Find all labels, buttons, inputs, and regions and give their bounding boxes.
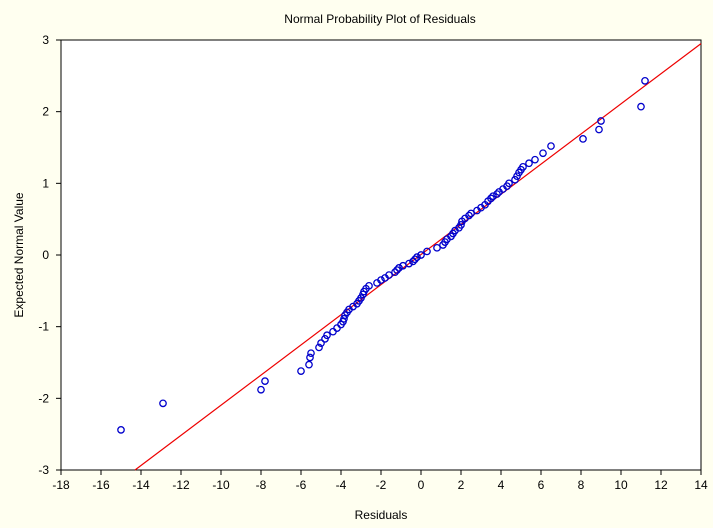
x-tick-label: 2 (458, 478, 465, 492)
x-axis-title: Residuals (355, 508, 408, 522)
data-points (117, 77, 649, 434)
data-point (457, 221, 465, 229)
x-tick-label: -8 (256, 478, 267, 492)
data-point (365, 281, 373, 290)
x-tick-label: 6 (538, 478, 545, 492)
data-point (306, 353, 314, 362)
data-point (417, 251, 425, 259)
data-point (411, 255, 419, 264)
x-tick-label: -12 (172, 478, 190, 492)
x-tick-label: 4 (498, 478, 505, 492)
data-point (385, 271, 393, 279)
data-point (579, 135, 587, 143)
data-point (315, 343, 323, 352)
y-axis-title: Expected Normal Value (12, 192, 26, 318)
data-point (393, 266, 401, 274)
data-point (159, 399, 167, 408)
chart-title: Normal Probability Plot of Residuals (284, 12, 475, 26)
data-point (433, 243, 441, 252)
data-point (489, 192, 497, 201)
x-tick-label: 0 (418, 478, 425, 492)
y-tick-label: -2 (38, 391, 49, 405)
data-point (597, 117, 605, 125)
data-point (405, 259, 413, 268)
data-point (637, 102, 645, 111)
y-tick-label: 2 (42, 105, 49, 119)
data-point (409, 257, 417, 266)
x-tick-label: 8 (578, 478, 585, 492)
data-point (395, 264, 403, 272)
data-point (261, 377, 269, 385)
data-point (340, 314, 348, 323)
data-point (317, 339, 325, 347)
y-tick-label: 3 (42, 33, 49, 47)
data-point (323, 331, 331, 340)
y-axis: 3 2 1 0 -1 -2 -3 (38, 33, 61, 477)
x-tick-label: 14 (694, 478, 708, 492)
x-tick-label: 12 (654, 478, 668, 492)
data-point (531, 155, 539, 164)
x-axis: -18 -16 -14 -12 -10 -8 -6 -4 -2 0 2 4 6 8 10 12 14 (52, 470, 708, 492)
data-point (595, 125, 603, 134)
x-tick-label: -6 (296, 478, 307, 492)
data-point (525, 159, 533, 168)
data-point (257, 385, 265, 394)
data-point (391, 268, 399, 277)
y-tick-label: -1 (38, 320, 49, 334)
plot-area (60, 39, 702, 471)
data-point (519, 163, 527, 171)
x-tick-label: -2 (376, 478, 387, 492)
y-tick-label: 1 (42, 176, 49, 190)
x-tick-label: 10 (614, 478, 628, 492)
x-tick-label: -18 (52, 478, 70, 492)
y-tick-label: 0 (42, 248, 49, 262)
x-tick-label: -4 (336, 478, 347, 492)
data-point (307, 349, 315, 358)
data-point (377, 276, 385, 284)
data-point (465, 211, 473, 220)
data-point (493, 190, 501, 198)
data-point (297, 367, 305, 375)
x-tick-label: -10 (212, 478, 230, 492)
data-point (117, 426, 125, 434)
data-point (467, 209, 475, 218)
data-point (305, 360, 313, 369)
data-point (413, 253, 421, 261)
data-point (641, 77, 649, 85)
data-point (547, 142, 555, 150)
data-point (505, 179, 513, 188)
x-tick-label: -14 (132, 478, 150, 492)
y-tick-label: -3 (38, 463, 49, 477)
data-point (487, 194, 495, 203)
data-point (539, 149, 547, 158)
x-tick-label: -16 (92, 478, 110, 492)
data-point (423, 247, 431, 256)
